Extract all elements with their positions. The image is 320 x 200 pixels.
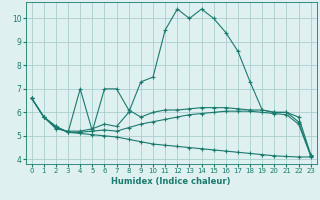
X-axis label: Humidex (Indice chaleur): Humidex (Indice chaleur) — [111, 177, 231, 186]
